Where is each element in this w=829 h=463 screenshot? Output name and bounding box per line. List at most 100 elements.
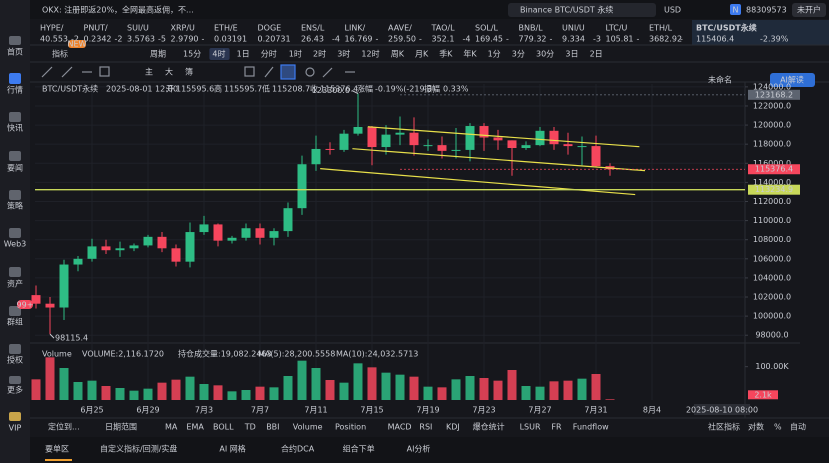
ticker-price[interactable]: 40.553 xyxy=(40,35,68,44)
sidebar-item[interactable]: 要闻 xyxy=(7,164,23,173)
ticker-change[interactable]: - xyxy=(637,35,640,44)
sidebar-item[interactable]: 快讯 xyxy=(7,123,23,133)
interval[interactable]: 2日 xyxy=(590,50,603,59)
tool[interactable]: 簿 xyxy=(185,67,193,77)
bottom-tab[interactable]: 自定义指标/回测/实盘 xyxy=(100,444,177,454)
ticker-change[interactable]: -2 xyxy=(71,35,79,44)
ticker-price[interactable]: 779.32 xyxy=(519,35,547,44)
bottom-tab[interactable]: AI分析 xyxy=(407,444,431,454)
account-button[interactable] xyxy=(792,3,826,17)
ticker-change[interactable]: -5 xyxy=(158,35,166,44)
ticker-change[interactable]: - xyxy=(680,35,683,44)
ticker-name[interactable]: ETH/E xyxy=(214,24,238,33)
interval[interactable]: 4时 xyxy=(212,49,225,59)
indicator-tab[interactable]: Fundflow xyxy=(573,423,609,432)
ticker-change[interactable]: - xyxy=(550,35,553,44)
date-range[interactable]: 日期范围 xyxy=(105,422,137,432)
ticker-name[interactable]: LINK/ xyxy=(345,24,366,33)
ticker-price[interactable]: 3682.92 xyxy=(649,35,682,44)
interval[interactable]: 年K xyxy=(463,49,477,59)
sidebar-item[interactable]: 群组 xyxy=(7,317,23,327)
sidebar-item[interactable]: 资产 xyxy=(7,279,23,289)
ticker-change[interactable]: -4 xyxy=(463,35,471,44)
ticker-price[interactable]: 0.03191 xyxy=(214,35,247,44)
ticker-change[interactable]: - xyxy=(202,35,205,44)
sidebar-item[interactable]: 首页 xyxy=(7,47,23,57)
sidebar-item[interactable]: 行情 xyxy=(7,85,23,95)
tool[interactable]: 主 xyxy=(145,67,153,77)
user-id[interactable]: 88309573 xyxy=(746,6,787,15)
ticker-price[interactable]: 352.1 xyxy=(432,35,455,44)
ai-label[interactable]: AI解读 xyxy=(780,75,804,85)
axis-option[interactable]: 对数 xyxy=(748,422,764,432)
ticker-name[interactable]: ENS/L xyxy=(301,24,325,33)
interval[interactable]: 12时 xyxy=(361,49,379,59)
indicator-tab[interactable]: Position xyxy=(335,423,366,432)
ticker-name[interactable]: TAO/L xyxy=(431,24,456,33)
axis-option[interactable]: % xyxy=(774,423,782,432)
ticker-name[interactable]: SOL/L xyxy=(475,24,499,33)
sidebar-item[interactable]: 更多 xyxy=(7,385,23,395)
ticker-name[interactable]: LTC/U xyxy=(606,24,628,33)
ticker-name[interactable]: HYPE/ xyxy=(40,24,64,33)
bottom-tab[interactable]: AI 网格 xyxy=(219,444,245,454)
indicator-tab[interactable]: Volume xyxy=(293,423,323,432)
ticker-change[interactable]: - xyxy=(419,35,422,44)
interval[interactable]: 30分 xyxy=(536,50,554,59)
ticker-price[interactable]: 259.50 xyxy=(388,35,416,44)
bottom-tab[interactable]: 组合下单 xyxy=(343,444,375,454)
interval[interactable]: 1时 xyxy=(289,49,302,59)
sidebar-item[interactable]: Web3 xyxy=(4,240,27,249)
indicator-tab[interactable]: EMA xyxy=(186,423,204,432)
ai-button[interactable] xyxy=(770,73,815,87)
ticker-price[interactable]: 105.81 xyxy=(606,35,634,44)
tool[interactable]: 大 xyxy=(165,67,173,77)
ticker-name[interactable]: DOGE xyxy=(258,24,282,33)
indicator-tab[interactable]: BOLL xyxy=(213,423,234,432)
indicator-tab[interactable]: FR xyxy=(551,423,562,432)
ticker-price[interactable]: 16.769 xyxy=(345,35,373,44)
ticker-name[interactable]: UNI/U xyxy=(562,24,585,33)
ticker-name[interactable]: ETH/L xyxy=(649,24,673,33)
indicator-button[interactable]: 指标 xyxy=(52,49,68,59)
ticker-change[interactable]: - xyxy=(376,35,379,44)
ticker-change[interactable]: -2 xyxy=(115,35,123,44)
ticker-price[interactable]: 3.5763 xyxy=(127,35,155,44)
interval[interactable]: 1分 xyxy=(488,50,501,59)
axis-option[interactable]: 自动 xyxy=(790,422,806,432)
ticker-name[interactable]: SUI/U xyxy=(127,24,149,33)
indicator-tab[interactable]: 爆仓统计 xyxy=(473,422,505,432)
currency[interactable]: USD xyxy=(664,6,681,15)
locate-button[interactable]: 定位到... xyxy=(48,422,80,432)
interval[interactable]: 月K xyxy=(415,50,429,59)
search-text[interactable]: Binance BTC/USDT 永续 xyxy=(520,5,613,15)
interval[interactable]: 3分 xyxy=(512,50,525,59)
bottom-tab[interactable]: 合约DCA xyxy=(281,444,315,454)
sidebar-icons[interactable] xyxy=(9,36,21,421)
ticker-change[interactable]: -4 xyxy=(332,35,340,44)
indicator-tab[interactable]: BBI xyxy=(266,423,279,432)
sidebar-item[interactable]: 授权 xyxy=(7,355,23,365)
ticker-price[interactable]: 0.20731 xyxy=(258,35,291,44)
ticker-price[interactable]: 0.2342 xyxy=(84,35,112,44)
ticker-name[interactable]: AAVE/ xyxy=(388,24,412,33)
ticker-price[interactable]: 9.334 xyxy=(562,35,585,44)
interval[interactable]: 3日 xyxy=(565,50,578,59)
sidebar-item[interactable]: 策略 xyxy=(7,201,23,211)
interval[interactable]: 2时 xyxy=(313,49,326,59)
indicator-tab[interactable]: MACD xyxy=(388,423,412,432)
ticker-change[interactable]: - xyxy=(506,35,509,44)
interval[interactable]: 周K xyxy=(391,50,405,59)
period-button[interactable]: 周期 xyxy=(150,50,166,59)
ticker-price[interactable]: 2.9790 xyxy=(171,35,199,44)
ticker-name[interactable]: BNB/L xyxy=(519,24,544,33)
drawing-tools[interactable] xyxy=(41,64,355,80)
interval[interactable]: 3时 xyxy=(337,49,350,59)
ticker-price[interactable]: 26.43 xyxy=(301,35,324,44)
interval[interactable]: 1日 xyxy=(237,50,250,59)
ticker-name[interactable]: PNUT/ xyxy=(84,24,109,33)
search-box[interactable] xyxy=(508,3,656,17)
indicator-tab[interactable]: RSI xyxy=(419,423,432,432)
interval[interactable]: 15分 xyxy=(183,50,201,59)
bottom-tab[interactable]: 要单区 xyxy=(45,444,69,454)
